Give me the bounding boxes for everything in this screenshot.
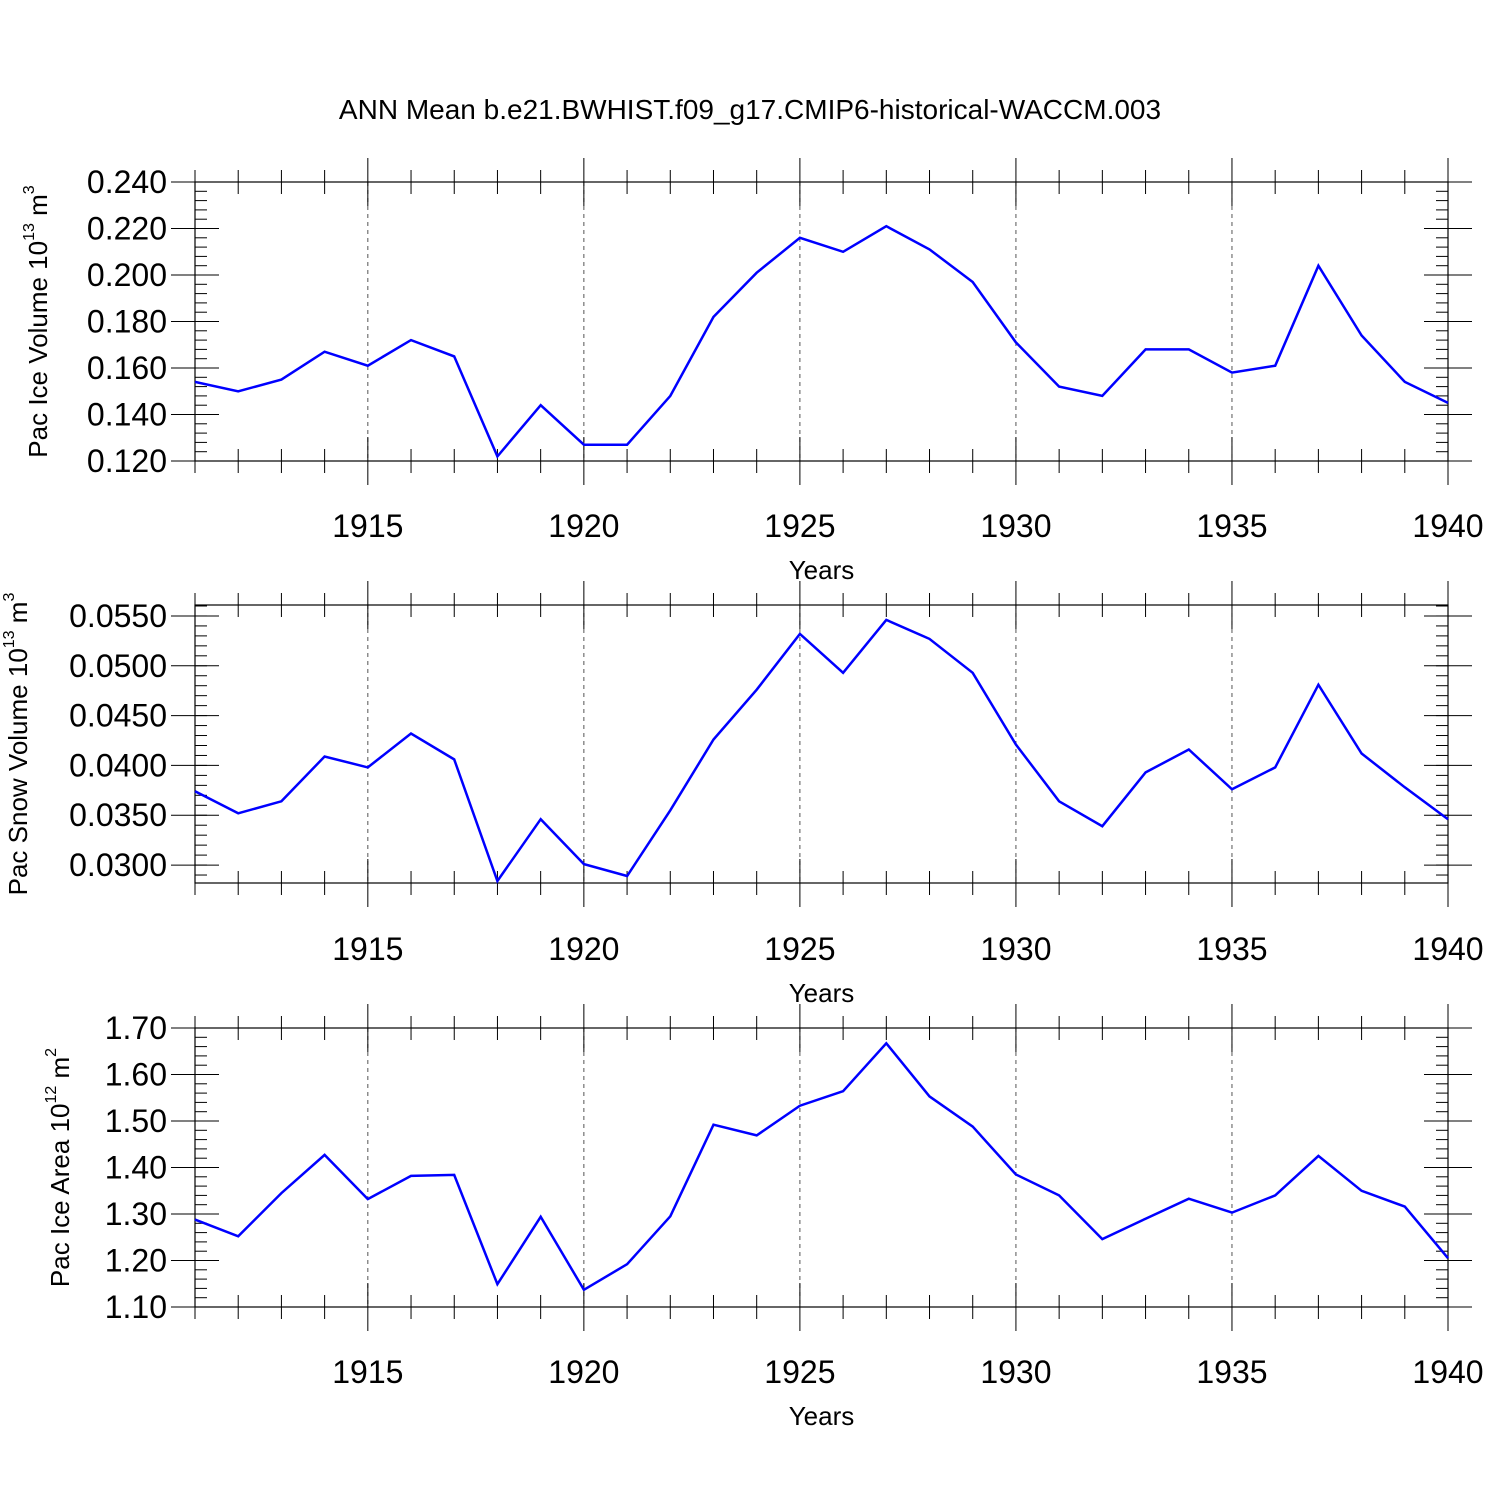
y-tick-label: 0.120: [87, 443, 167, 479]
x-tick-label: 1925: [764, 508, 835, 544]
x-tick-label: 1930: [980, 508, 1051, 544]
x-tick-label: 1915: [332, 508, 403, 544]
x-tick-label: 1940: [1412, 931, 1483, 967]
x-axis-title: Years: [789, 1401, 855, 1431]
x-tick-label: 1935: [1196, 931, 1267, 967]
x-tick-label: 1920: [548, 1354, 619, 1390]
x-tick-label: 1935: [1196, 508, 1267, 544]
y-tick-label: 0.0450: [69, 698, 167, 734]
y-tick-label: 1.30: [105, 1196, 167, 1232]
y-tick-label: 0.140: [87, 397, 167, 433]
x-tick-label: 1940: [1412, 508, 1483, 544]
y-tick-label: 0.180: [87, 304, 167, 340]
y-tick-label: 0.220: [87, 211, 167, 247]
y-tick-label: 1.20: [105, 1243, 167, 1279]
y-tick-label: 0.240: [87, 164, 167, 200]
x-axis-title: Years: [789, 555, 855, 585]
x-tick-label: 1920: [548, 508, 619, 544]
y-tick-label: 0.0400: [69, 747, 167, 783]
x-tick-label: 1915: [332, 931, 403, 967]
y-axis-title: Pac Ice Volume 1013 m3: [21, 185, 53, 458]
y-tick-label: 0.0500: [69, 648, 167, 684]
y-axis-title: Pac Ice Area 1012 m2: [43, 1048, 75, 1287]
y-tick-label: 1.50: [105, 1103, 167, 1139]
plot-frame: [194, 1027, 1449, 1308]
y-tick-label: 0.200: [87, 257, 167, 293]
x-tick-label: 1920: [548, 931, 619, 967]
x-tick-label: 1925: [764, 931, 835, 967]
panel-ice-area: 1.10 1.20 1.30 1.40 1.50 1.60 1.70 1915 1920 1925…: [43, 1004, 1484, 1431]
y-tick-label: 1.70: [105, 1010, 167, 1046]
y-tick-label: 0.0300: [69, 847, 167, 883]
chart-title: ANN Mean b.e21.BWHIST.f09_g17.CMIP6-hist…: [339, 94, 1161, 125]
plot-frame: [194, 181, 1449, 462]
y-axis-title: Pac Snow Volume 1013 m3: [1, 593, 33, 896]
y-tick-label: 0.0350: [69, 797, 167, 833]
x-tick-label: 1915: [332, 1354, 403, 1390]
x-tick-label: 1930: [980, 1354, 1051, 1390]
x-axis-title: Years: [789, 978, 855, 1008]
x-tick-label: 1940: [1412, 1354, 1483, 1390]
plot-frame: [194, 604, 1449, 884]
y-tick-label: 1.40: [105, 1150, 167, 1186]
x-tick-label: 1925: [764, 1354, 835, 1390]
panel-snow-volume: 0.0300 0.0350 0.0400 0.0450 0.0500 0.0550 1915…: [1, 581, 1484, 1008]
series-line: [194, 618, 1449, 884]
y-tick-label: 1.10: [105, 1289, 167, 1325]
y-tick-label: 1.60: [105, 1057, 167, 1093]
y-tick-label: 0.0550: [69, 598, 167, 634]
series-line: [194, 1041, 1449, 1292]
series-line: [194, 224, 1449, 459]
panel-ice-volume: 0.120 0.140 0.160 0.180 0.200 0.220 0.240 1915 1…: [21, 158, 1484, 585]
x-tick-label: 1930: [980, 931, 1051, 967]
x-tick-label: 1935: [1196, 1354, 1267, 1390]
y-tick-label: 0.160: [87, 350, 167, 386]
